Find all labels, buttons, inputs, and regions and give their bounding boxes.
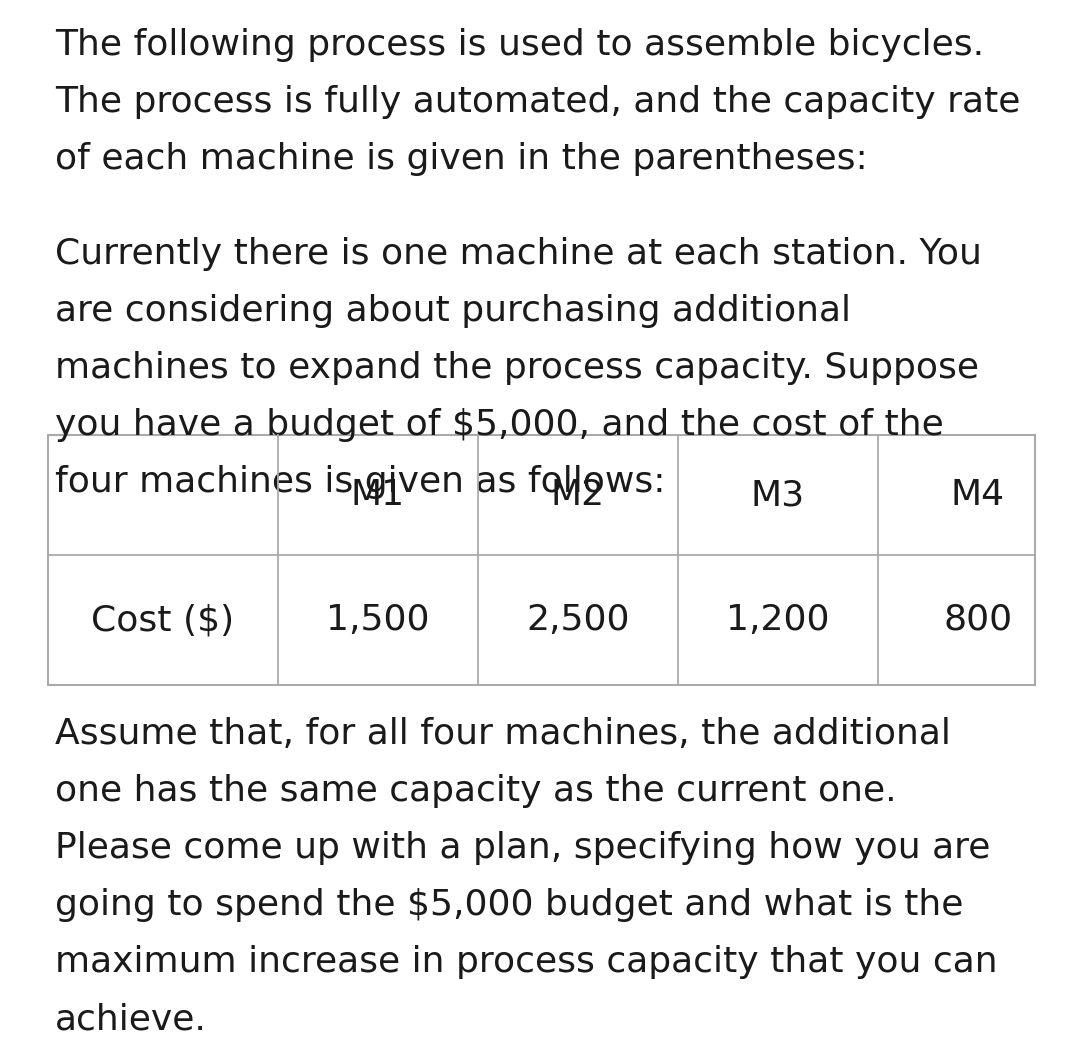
Text: of each machine is given in the parentheses:: of each machine is given in the parenthe… [55,142,867,176]
Text: four machines is given as follows:: four machines is given as follows: [55,465,665,499]
Text: Assume that, for all four machines, the additional: Assume that, for all four machines, the … [55,717,950,751]
Text: Please come up with a plan, specifying how you are: Please come up with a plan, specifying h… [55,831,990,865]
Text: The following process is used to assemble bicycles.: The following process is used to assembl… [55,28,984,62]
Text: 1,500: 1,500 [326,603,430,637]
Text: 1,200: 1,200 [726,603,829,637]
Text: M1: M1 [351,478,405,512]
Text: achieve.: achieve. [55,1002,207,1036]
Text: 800: 800 [944,603,1013,637]
Text: one has the same capacity as the current one.: one has the same capacity as the current… [55,774,896,808]
Text: 2,500: 2,500 [526,603,630,637]
Text: M3: M3 [751,478,805,512]
Text: Cost ($): Cost ($) [92,603,234,637]
Text: going to spend the $5,000 budget and what is the: going to spend the $5,000 budget and wha… [55,888,963,922]
Text: you have a budget of $5,000, and the cost of the: you have a budget of $5,000, and the cos… [55,408,944,442]
Bar [48,435,1035,685]
Text: are considering about purchasing additional: are considering about purchasing additio… [55,294,851,328]
Text: The process is fully automated, and the capacity rate: The process is fully automated, and the … [55,85,1021,119]
Text: M4: M4 [950,478,1005,512]
Text: maximum increase in process capacity that you can: maximum increase in process capacity tha… [55,945,998,979]
Text: M2: M2 [551,478,605,512]
Text: machines to expand the process capacity. Suppose: machines to expand the process capacity.… [55,351,978,385]
Text: Currently there is one machine at each station. You: Currently there is one machine at each s… [55,237,982,271]
